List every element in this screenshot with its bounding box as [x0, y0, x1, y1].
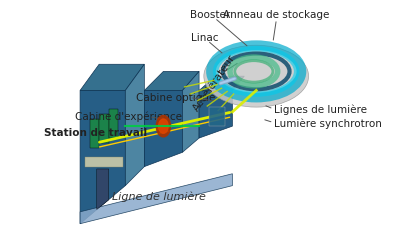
Text: Cabine d'expérience: Cabine d'expérience [75, 111, 182, 122]
Polygon shape [125, 64, 144, 186]
Polygon shape [99, 114, 109, 143]
Polygon shape [182, 71, 199, 152]
Polygon shape [209, 107, 225, 126]
Text: Cabine optique: Cabine optique [136, 93, 215, 103]
Polygon shape [109, 109, 118, 138]
Polygon shape [199, 76, 244, 90]
Polygon shape [90, 119, 99, 148]
Polygon shape [80, 174, 232, 224]
Polygon shape [80, 90, 125, 224]
Ellipse shape [204, 45, 308, 107]
Ellipse shape [156, 115, 170, 137]
Polygon shape [199, 90, 232, 138]
Text: Linac: Linac [191, 33, 219, 43]
Text: Lignes de lumière: Lignes de lumière [274, 104, 367, 115]
Text: Lumière synchrotron: Lumière synchrotron [274, 119, 382, 129]
Polygon shape [85, 157, 123, 167]
Polygon shape [144, 90, 182, 167]
Polygon shape [144, 71, 199, 90]
Text: Station de travail: Station de travail [44, 128, 147, 138]
Text: Booster: Booster [190, 10, 230, 20]
Polygon shape [80, 64, 144, 90]
Polygon shape [97, 169, 109, 209]
Ellipse shape [159, 119, 168, 133]
Text: Ligne de lumière: Ligne de lumière [112, 191, 206, 202]
Text: Anneau de stockage: Anneau de stockage [223, 10, 330, 20]
Text: Accélérateur: Accélérateur [191, 53, 238, 113]
